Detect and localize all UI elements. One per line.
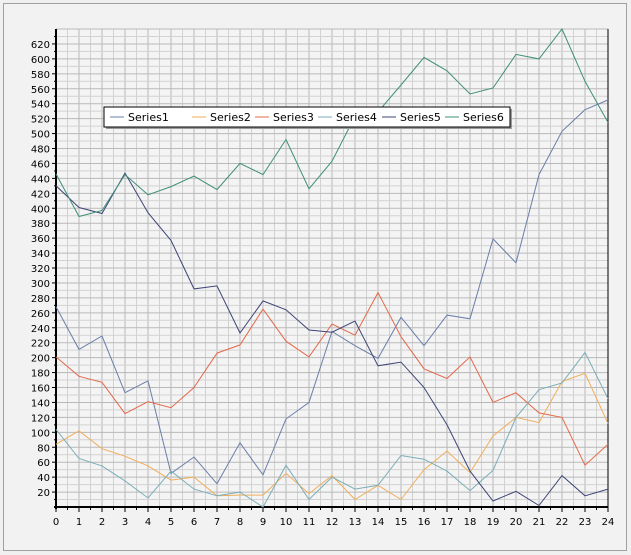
axes: 2040608010012014016018020022024026028030… — [31, 29, 614, 528]
y-tick-label: 420 — [31, 189, 50, 200]
x-tick-label: 9 — [260, 517, 266, 528]
x-tick-label: 0 — [53, 517, 59, 528]
x-tick-label: 2 — [99, 517, 105, 528]
y-tick-label: 320 — [31, 264, 50, 275]
y-tick-label: 360 — [31, 234, 50, 245]
y-tick-label: 460 — [31, 159, 50, 170]
y-tick-label: 500 — [31, 130, 50, 141]
y-tick-label: 300 — [31, 279, 50, 290]
series-line-1 — [55, 99, 609, 485]
y-tick-label: 400 — [31, 204, 50, 215]
y-tick-label: 520 — [31, 115, 50, 126]
chart-frame: 20 40 60 80 100 120 140 160 180 200 220 240 260 280 30… — [3, 3, 627, 551]
x-tick-label: 5 — [168, 517, 174, 528]
x-tick-label: 18 — [464, 517, 477, 528]
x-tick-label: 14 — [372, 517, 385, 528]
legend-label: Series5 — [400, 111, 441, 124]
x-tick-label: 11 — [303, 517, 316, 528]
y-tick-label: 180 — [31, 369, 50, 380]
legend-label: Series2 — [210, 111, 251, 124]
y-tick-label: 220 — [31, 339, 50, 350]
x-tick-label: 16 — [418, 517, 431, 528]
x-tick-label: 22 — [556, 517, 569, 528]
x-tick-label: 3 — [122, 517, 128, 528]
x-tick-label: 23 — [579, 517, 592, 528]
y-tick-label: 600 — [31, 55, 50, 66]
line-chart: 2040608010012014016018020022024026028030… — [31, 28, 614, 528]
x-tick-label: 7 — [214, 517, 220, 528]
y-tick-label: 560 — [31, 85, 50, 96]
y-tick-label: 160 — [31, 384, 50, 395]
x-tick-label: 24 — [602, 517, 615, 528]
series-line-5 — [55, 172, 609, 507]
y-tick-label: 80 — [37, 443, 50, 454]
y-tick-label: 380 — [31, 219, 50, 230]
y-tick-label: 580 — [31, 70, 50, 81]
gridlines — [55, 28, 609, 508]
x-tick-label: 10 — [280, 517, 293, 528]
legend-label: Series6 — [463, 111, 504, 124]
x-tick-label: 13 — [349, 517, 362, 528]
legend-box — [103, 106, 511, 128]
x-tick-label: 21 — [533, 517, 546, 528]
y-tick-label: 260 — [31, 309, 50, 320]
y-tick-label: 620 — [31, 40, 50, 51]
legend-label: Series4 — [336, 111, 377, 124]
series-line-3 — [55, 291, 609, 467]
y-tick-label: 540 — [31, 100, 50, 111]
series-line-4 — [55, 351, 609, 508]
y-tick-label: 440 — [31, 174, 50, 185]
x-tick-label: 8 — [237, 517, 243, 528]
series-line-6 — [55, 28, 609, 218]
x-tick-label: 4 — [145, 517, 151, 528]
y-tick-label: 340 — [31, 249, 50, 260]
legend: Series1 Series2 Series3 Series4 Series5 Serie… — [103, 106, 512, 129]
y-tick-label: 40 — [37, 473, 50, 484]
y-tick-label: 120 — [31, 413, 50, 424]
x-tick-label: 17 — [441, 517, 454, 528]
y-tick-label: 60 — [37, 458, 50, 469]
x-tick-label: 6 — [191, 517, 197, 528]
x-tick-label: 12 — [326, 517, 339, 528]
y-tick-label: 240 — [31, 324, 50, 335]
y-tick-label: 140 — [31, 398, 50, 409]
y-tick-label: 100 — [31, 428, 50, 439]
y-tick-label: 480 — [31, 145, 50, 156]
legend-label: Series3 — [273, 111, 314, 124]
y-tick-label: 200 — [31, 354, 50, 365]
x-tick-label: 1 — [76, 517, 82, 528]
x-tick-label: 19 — [487, 517, 500, 528]
y-tick-label: 20 — [37, 488, 50, 499]
legend-label: Series1 — [128, 111, 169, 124]
y-tick-label: 280 — [31, 294, 50, 305]
series-lines — [55, 28, 609, 508]
x-tick-label: 15 — [395, 517, 408, 528]
x-tick-label: 20 — [510, 517, 523, 528]
